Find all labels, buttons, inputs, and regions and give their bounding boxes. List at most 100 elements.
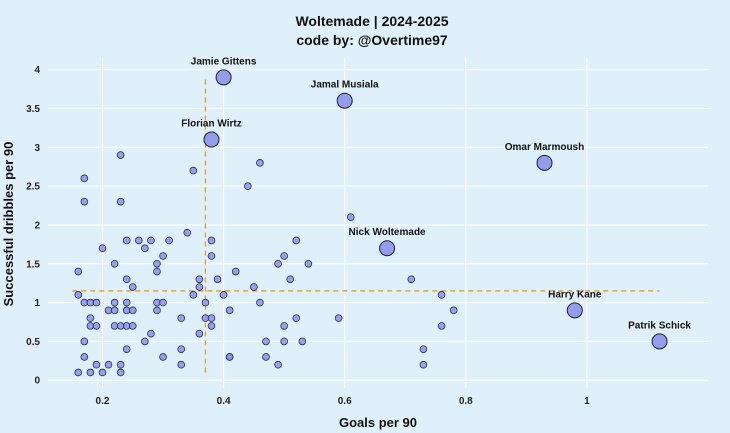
chart-subtitle: code by: @Overtime97 (296, 32, 448, 48)
player-label: Jamie Gittens (191, 56, 257, 67)
x-tick-label: 1 (584, 396, 590, 407)
player-point (651, 333, 668, 350)
data-point (116, 151, 125, 159)
data-point (437, 322, 446, 330)
data-point (437, 291, 446, 299)
data-point (177, 314, 186, 322)
data-point (86, 368, 95, 377)
data-point (116, 360, 125, 369)
player-label: Omar Marmoush (505, 142, 584, 153)
y-tick-label: 2.5 (26, 182, 40, 193)
data-point (225, 353, 234, 361)
player-label: Jamal Musiala (311, 80, 379, 91)
data-point (153, 267, 161, 276)
data-point (159, 353, 167, 361)
data-point (262, 337, 270, 346)
data-point (128, 283, 137, 291)
data-point (74, 267, 83, 276)
ticks-layer: 0.2 0.4 0.6 0.8 1 0 0.5 1 1.5 2 2.5 3 3.5 4 (26, 65, 590, 407)
data-point (92, 298, 101, 307)
data-point (183, 228, 192, 237)
data-point (122, 345, 131, 353)
data-point (147, 329, 155, 338)
data-point (231, 267, 240, 276)
data-point (80, 353, 89, 361)
data-point (201, 298, 210, 307)
reference-lines (72, 77, 660, 373)
player-point (379, 240, 396, 257)
data-point (110, 306, 119, 315)
data-point (159, 252, 167, 260)
data-point (135, 236, 143, 245)
data-point (213, 275, 222, 284)
x-axis-label: Goals per 90 (339, 415, 417, 430)
chart-title: Woltemade | 2024-2025 (295, 13, 448, 29)
data-point (449, 306, 458, 315)
data-point (207, 252, 216, 260)
y-tick-label: 3.5 (26, 104, 40, 115)
data-point (141, 337, 149, 346)
data-point (153, 306, 161, 315)
data-point (280, 252, 288, 260)
x-tick-label: 0.8 (459, 396, 473, 407)
y-tick-label: 0 (34, 376, 40, 387)
player-point (566, 302, 583, 319)
data-point (292, 236, 301, 245)
data-point (86, 314, 95, 322)
data-point (195, 283, 204, 291)
data-point (177, 345, 186, 353)
data-point (92, 322, 101, 330)
data-point (256, 159, 264, 167)
data-point (74, 291, 83, 299)
data-point (292, 314, 301, 322)
grid-layer (48, 58, 708, 388)
data-point (262, 353, 270, 361)
data-point (98, 244, 107, 253)
data-point (159, 298, 167, 307)
data-point (225, 306, 234, 315)
data-point (122, 236, 131, 245)
data-point (128, 306, 137, 315)
data-point (274, 259, 282, 268)
data-point (195, 275, 204, 284)
data-point (122, 298, 131, 307)
data-point (110, 259, 119, 268)
player-label: Patrik Schick (628, 320, 691, 331)
data-point (116, 197, 125, 206)
data-point (244, 182, 252, 190)
data-point (80, 197, 89, 206)
player-point (536, 154, 553, 171)
data-point (419, 360, 428, 369)
y-axis-label: Successful dribbles per 90 (1, 142, 16, 307)
data-point (104, 360, 113, 369)
y-tick-label: 1 (34, 298, 40, 309)
data-point (189, 166, 198, 175)
data-point (274, 360, 282, 369)
data-point (207, 314, 216, 322)
data-point (80, 337, 89, 346)
data-point (177, 360, 186, 369)
player-label: Nick Woltemade (349, 227, 426, 238)
data-point (74, 368, 83, 377)
y-tick-label: 1.5 (26, 259, 40, 270)
player-point (203, 131, 220, 148)
data-point (250, 283, 258, 291)
data-point (110, 298, 119, 307)
y-tick-label: 3 (34, 143, 40, 154)
data-point (122, 275, 131, 284)
data-point (207, 236, 216, 245)
data-point (147, 236, 155, 245)
data-point (298, 337, 307, 346)
y-tick-label: 2 (34, 220, 40, 231)
data-point (153, 259, 161, 268)
x-tick-label: 0.2 (96, 396, 110, 407)
data-point (256, 298, 264, 307)
data-point (407, 275, 416, 284)
data-point (92, 360, 101, 369)
data-point (141, 244, 149, 253)
x-tick-label: 0.6 (338, 396, 352, 407)
y-tick-label: 4 (34, 65, 40, 76)
data-point (80, 174, 89, 183)
data-point (280, 337, 288, 346)
data-point (165, 236, 173, 245)
